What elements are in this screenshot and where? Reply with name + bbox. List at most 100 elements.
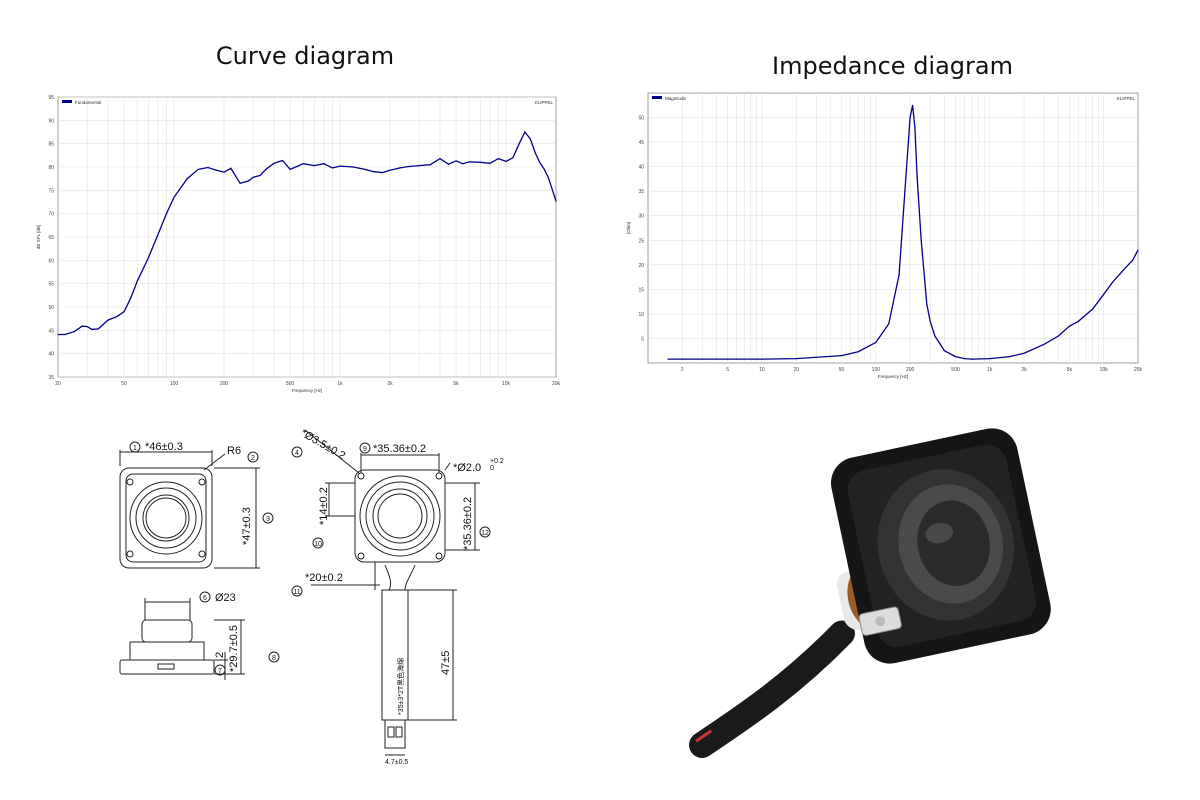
data-point (468, 161, 470, 163)
dim-cone-diameter: Ø23 (215, 592, 236, 604)
data-point (1103, 293, 1105, 295)
y-tick-label: 80 (48, 165, 54, 171)
data-point (512, 157, 514, 159)
data-point (916, 175, 918, 178)
data-point (1123, 269, 1125, 271)
data-point (529, 138, 531, 140)
data-point (363, 168, 365, 170)
x-tick-label: 1k (987, 367, 993, 373)
dim-small-hole: *Ø2.0 (453, 462, 481, 474)
data-point (381, 172, 383, 174)
dim-hole-spacing-v: *35.36±0.2 (462, 497, 474, 550)
y-tick-label: 50 (638, 116, 644, 122)
x-tick-label: 500 (286, 381, 295, 387)
corner-label: KLIPPEL (535, 100, 554, 105)
dim-mount-hole: *Ø3.5±0.2 (299, 427, 348, 462)
callout-9: 9 (363, 446, 367, 453)
data-point (165, 213, 167, 215)
x-tick-label: 5k (1067, 367, 1073, 373)
data-point (302, 163, 304, 165)
dim-cable-length: 47±5 (440, 651, 452, 675)
data-point (429, 164, 431, 166)
data-point (313, 165, 315, 167)
data-point (247, 180, 249, 182)
cable-spec: *35±3*2T黑色海绵 (396, 658, 405, 715)
data-point (534, 152, 536, 154)
x-tick-label: 50 (839, 367, 845, 373)
data-point (197, 168, 199, 170)
data-point (543, 168, 545, 170)
data-point (934, 335, 936, 337)
data-point (239, 182, 241, 184)
callout-1: 1 (133, 445, 137, 452)
x-tick-label: 10k (502, 381, 511, 387)
data-point (136, 280, 138, 282)
data-point (479, 161, 481, 163)
data-point (954, 356, 957, 358)
dim-hole-spacing-h: *35.36±0.2 (373, 443, 426, 455)
dim-small-hole-tol-upper: +0.2 (490, 458, 504, 465)
y-tick-label: 85 (48, 142, 54, 148)
x-axis-label: Frequency [Hz] (878, 374, 909, 379)
y-tick-label: 95 (48, 95, 54, 101)
data-point (64, 333, 66, 336)
data-point (1043, 343, 1045, 345)
y-tick-label: 10 (638, 312, 644, 318)
y-tick-label: 20 (638, 263, 644, 269)
data-point (1077, 320, 1079, 322)
speaker-product-photo (689, 428, 1051, 758)
speaker-rear-view-drawing: 4 *Ø3.5±0.2 9 *35.36±0.2 *Ø2.0 +0.2 0 *1… (291, 427, 504, 766)
y-tick-label: 40 (48, 352, 54, 358)
corner-label: KLIPPEL (1117, 96, 1136, 101)
y-tick-label: 35 (48, 375, 54, 381)
x-tick-label: 5k (453, 381, 459, 387)
x-tick-label: 200 (906, 367, 915, 373)
data-point (147, 257, 149, 259)
data-point (252, 176, 254, 178)
data-point (1068, 325, 1070, 327)
x-tick-label: 2 (681, 367, 684, 373)
data-point (989, 358, 991, 360)
legend-label: Fundamental (75, 100, 101, 105)
y-tick-label: 30 (638, 214, 644, 220)
legend-label: Magnitude (665, 96, 687, 101)
data-point (912, 104, 914, 106)
dim-depth: *29.7±0.5 (228, 625, 240, 672)
data-point (339, 165, 341, 167)
data-point (795, 358, 797, 360)
data-point (207, 166, 209, 169)
data-point (265, 168, 267, 170)
speaker-side-view-drawing: 6 Ø23 2 7 *29.7±0.5 8 (119, 591, 280, 680)
data-point (898, 274, 900, 276)
y-tick-label: 5 (641, 336, 644, 342)
x-tick-label: 20k (552, 381, 561, 387)
y-tick-label: 50 (48, 305, 54, 311)
data-point (963, 358, 966, 360)
data-point (462, 163, 464, 165)
data-point (1023, 352, 1025, 354)
callout-12: 12 (481, 530, 489, 537)
x-tick-label: 200 (220, 381, 229, 387)
data-point (230, 167, 232, 169)
data-point (157, 234, 159, 236)
data-point (489, 162, 491, 164)
y-tick-label: 75 (48, 188, 54, 194)
data-point (929, 320, 931, 322)
x-tick-label: 10 (759, 367, 765, 373)
x-tick-label: 5 (726, 367, 729, 373)
y-tick-label: 15 (638, 287, 644, 293)
data-point (352, 166, 354, 168)
y-tick-label: 40 (638, 165, 644, 171)
data-point (926, 303, 928, 305)
callout-6: 6 (203, 595, 207, 602)
data-point (173, 196, 175, 198)
data-point (408, 165, 410, 168)
y-axis-label: dB SPL [dB] (36, 225, 41, 249)
data-point (439, 158, 441, 160)
dim-connector: 4.7±0.5 (385, 759, 408, 766)
data-point (186, 178, 188, 180)
data-point (273, 162, 275, 164)
data-point (399, 167, 401, 169)
y-tick-label: 60 (48, 258, 54, 264)
